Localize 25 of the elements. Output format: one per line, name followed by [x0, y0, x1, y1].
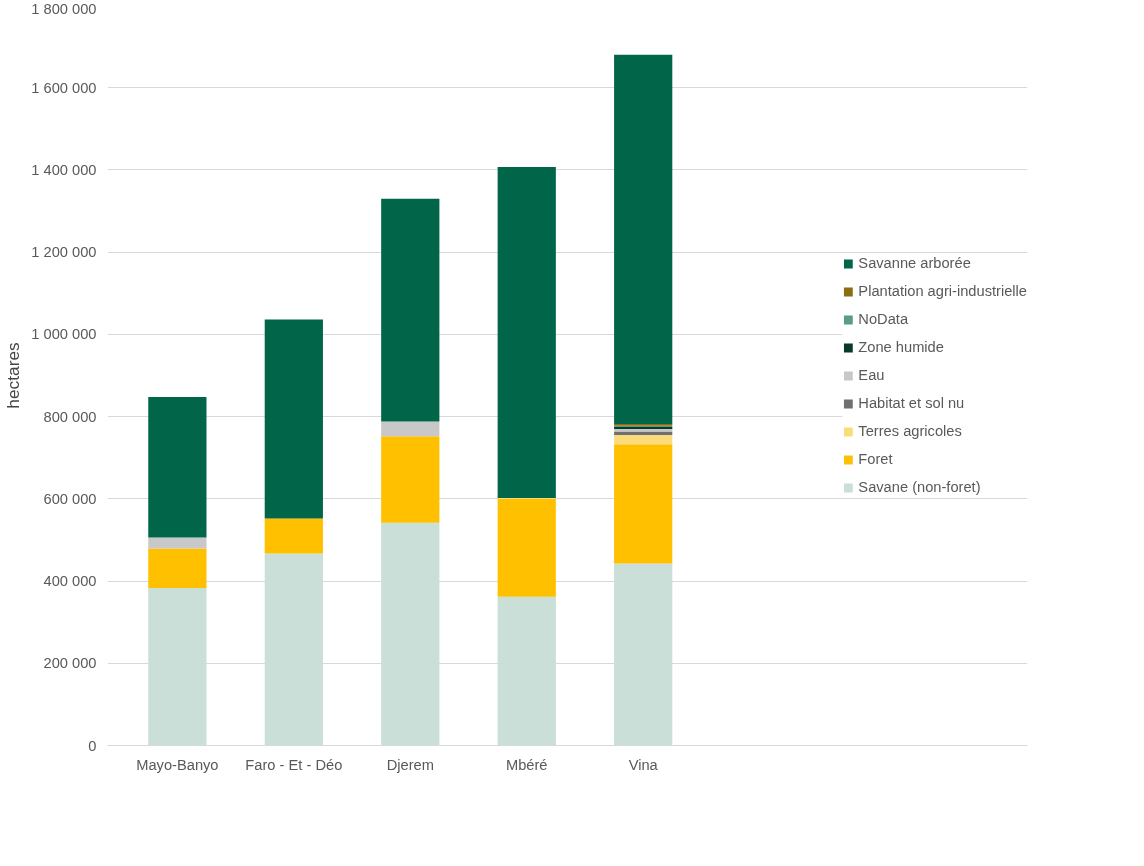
y-tick-label: 1 000 000	[31, 326, 97, 343]
y-axis-title: hectares	[3, 341, 24, 409]
y-tick-label: 400 000	[43, 573, 97, 590]
legend-label: Plantation agri-industrielle	[858, 283, 1027, 299]
y-tick-label: 1 800 000	[31, 0, 97, 17]
x-tick-label: Vina	[628, 756, 659, 773]
x-tick-label: Mayo-Banyo	[136, 756, 219, 773]
legend-label: Habitat et sol nu	[858, 395, 965, 411]
legend-label: Savane (non-foret)	[858, 479, 981, 495]
y-tick-label: 200 000	[43, 655, 97, 672]
y-tick-label: 1 400 000	[31, 161, 97, 178]
x-tick-label: Faro - Et - Déo	[245, 756, 343, 773]
legend-label: Terres agricoles	[858, 423, 962, 439]
y-tick-label: 800 000	[43, 408, 97, 425]
y-tick-label: 1 200 000	[31, 244, 97, 261]
legend-label: Foret	[858, 451, 893, 467]
y-tick-label: 600 000	[43, 490, 97, 507]
legend-label: Eau	[858, 367, 885, 383]
legend-label: NoData	[858, 311, 909, 327]
legend-label: Savanne arborée	[858, 255, 971, 271]
legend-label: Zone humide	[858, 339, 944, 355]
y-tick-label: 0	[88, 737, 97, 754]
x-tick-label: Mbéré	[505, 756, 548, 773]
y-tick-label: 1 600 000	[31, 79, 97, 96]
x-tick-label: Djerem	[386, 756, 434, 773]
